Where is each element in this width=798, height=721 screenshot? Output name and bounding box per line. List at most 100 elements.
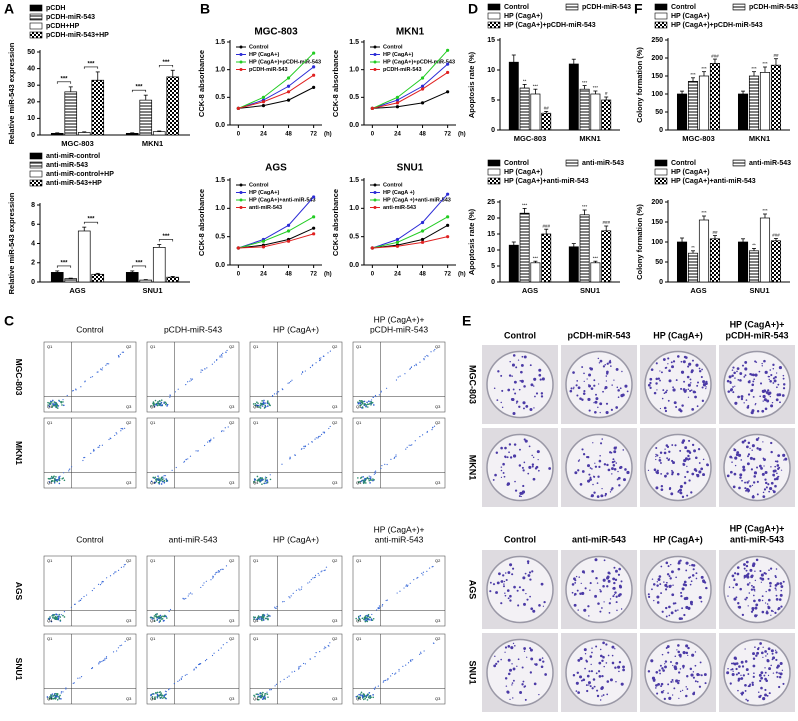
event-dot — [120, 566, 122, 568]
colony — [594, 400, 598, 404]
legend-label: anti-miR-543+HP — [46, 180, 102, 187]
colony — [605, 402, 609, 405]
colony — [667, 565, 670, 568]
colony — [524, 698, 527, 701]
event-dot — [266, 405, 269, 407]
event-dot — [153, 403, 156, 405]
event-dot — [300, 588, 303, 590]
colony — [579, 656, 583, 661]
legend-label: HP (CagA+)+anti-miR-543 — [671, 178, 756, 185]
colony — [620, 394, 624, 398]
colony — [770, 614, 772, 616]
colony — [686, 675, 689, 678]
event-dot — [80, 598, 83, 600]
colony — [776, 666, 779, 669]
colony — [516, 400, 519, 403]
event-dot — [324, 646, 326, 648]
colony — [756, 447, 759, 450]
event-dot — [404, 373, 406, 375]
colony — [665, 615, 668, 618]
colony — [596, 694, 600, 698]
colony — [751, 495, 755, 499]
series-line — [238, 196, 315, 249]
event-dot — [405, 448, 407, 450]
event-dot — [264, 698, 267, 700]
event-dot — [63, 616, 66, 618]
data-point — [446, 70, 450, 75]
legend-swatch — [487, 21, 501, 29]
event-dot — [200, 371, 202, 373]
event-dot — [101, 367, 104, 369]
colony — [751, 449, 753, 451]
colony — [751, 484, 754, 486]
colony — [535, 392, 539, 395]
colony — [669, 563, 672, 566]
event-dot — [369, 479, 372, 481]
quadrant-label: Q4 — [356, 480, 362, 485]
event-dot — [219, 355, 221, 357]
significance-mark: *** — [522, 203, 528, 208]
colony — [705, 586, 708, 590]
event-dot — [60, 698, 62, 700]
colony — [736, 572, 740, 576]
bar — [759, 72, 771, 131]
colony — [739, 476, 742, 479]
colony — [589, 478, 592, 481]
bar — [50, 132, 64, 136]
colony — [688, 362, 692, 366]
colony — [698, 367, 701, 370]
colony — [589, 685, 592, 688]
event-dot — [361, 406, 364, 408]
event-dot — [98, 446, 100, 448]
colony — [685, 694, 688, 698]
event-dot — [47, 404, 49, 406]
event-dot — [157, 481, 160, 484]
colony — [529, 648, 533, 652]
y-tick-label: 200 — [651, 199, 663, 206]
bar — [91, 273, 105, 283]
event-dot — [101, 369, 103, 371]
x-tick-label: 0 — [371, 132, 375, 138]
y-tick-label: 5 — [491, 263, 495, 270]
legend-swatch — [654, 168, 668, 176]
event-dot — [158, 621, 161, 623]
event-dot — [160, 694, 163, 696]
event-dot — [51, 693, 54, 695]
event-dot — [412, 659, 414, 661]
colony — [581, 366, 584, 369]
event-dot — [72, 682, 74, 684]
event-dot — [210, 579, 212, 581]
event-dot — [258, 478, 260, 480]
colony — [608, 602, 611, 605]
quadrant-label: Q1 — [253, 636, 259, 641]
colony — [591, 570, 594, 573]
event-dot — [98, 663, 100, 665]
legend-swatch — [487, 159, 501, 167]
event-dot — [395, 456, 397, 458]
y-tick-label: 0.5 — [349, 94, 359, 101]
event-dot — [153, 615, 156, 617]
column-header: HP (CagA+) — [273, 534, 319, 544]
colony — [588, 409, 591, 412]
colony — [664, 588, 668, 591]
x-tick-label: 48 — [285, 272, 292, 278]
colony — [677, 561, 681, 565]
event-dot — [154, 698, 156, 700]
colony — [578, 576, 581, 578]
colony — [523, 385, 526, 388]
event-dot — [74, 603, 76, 605]
event-dot — [160, 692, 162, 694]
colony — [672, 664, 674, 667]
legend-label: HP (CagA+) — [671, 169, 710, 176]
colony — [743, 563, 746, 566]
event-dot — [77, 677, 79, 679]
event-dot — [261, 619, 263, 622]
event-dot — [207, 441, 209, 443]
quadrant-label: Q2 — [332, 636, 338, 641]
event-dot — [405, 664, 407, 666]
x-axis-unit: (h) — [324, 132, 332, 138]
colony — [763, 674, 766, 677]
colony — [596, 482, 599, 484]
colony — [775, 658, 778, 662]
colony — [590, 663, 592, 666]
